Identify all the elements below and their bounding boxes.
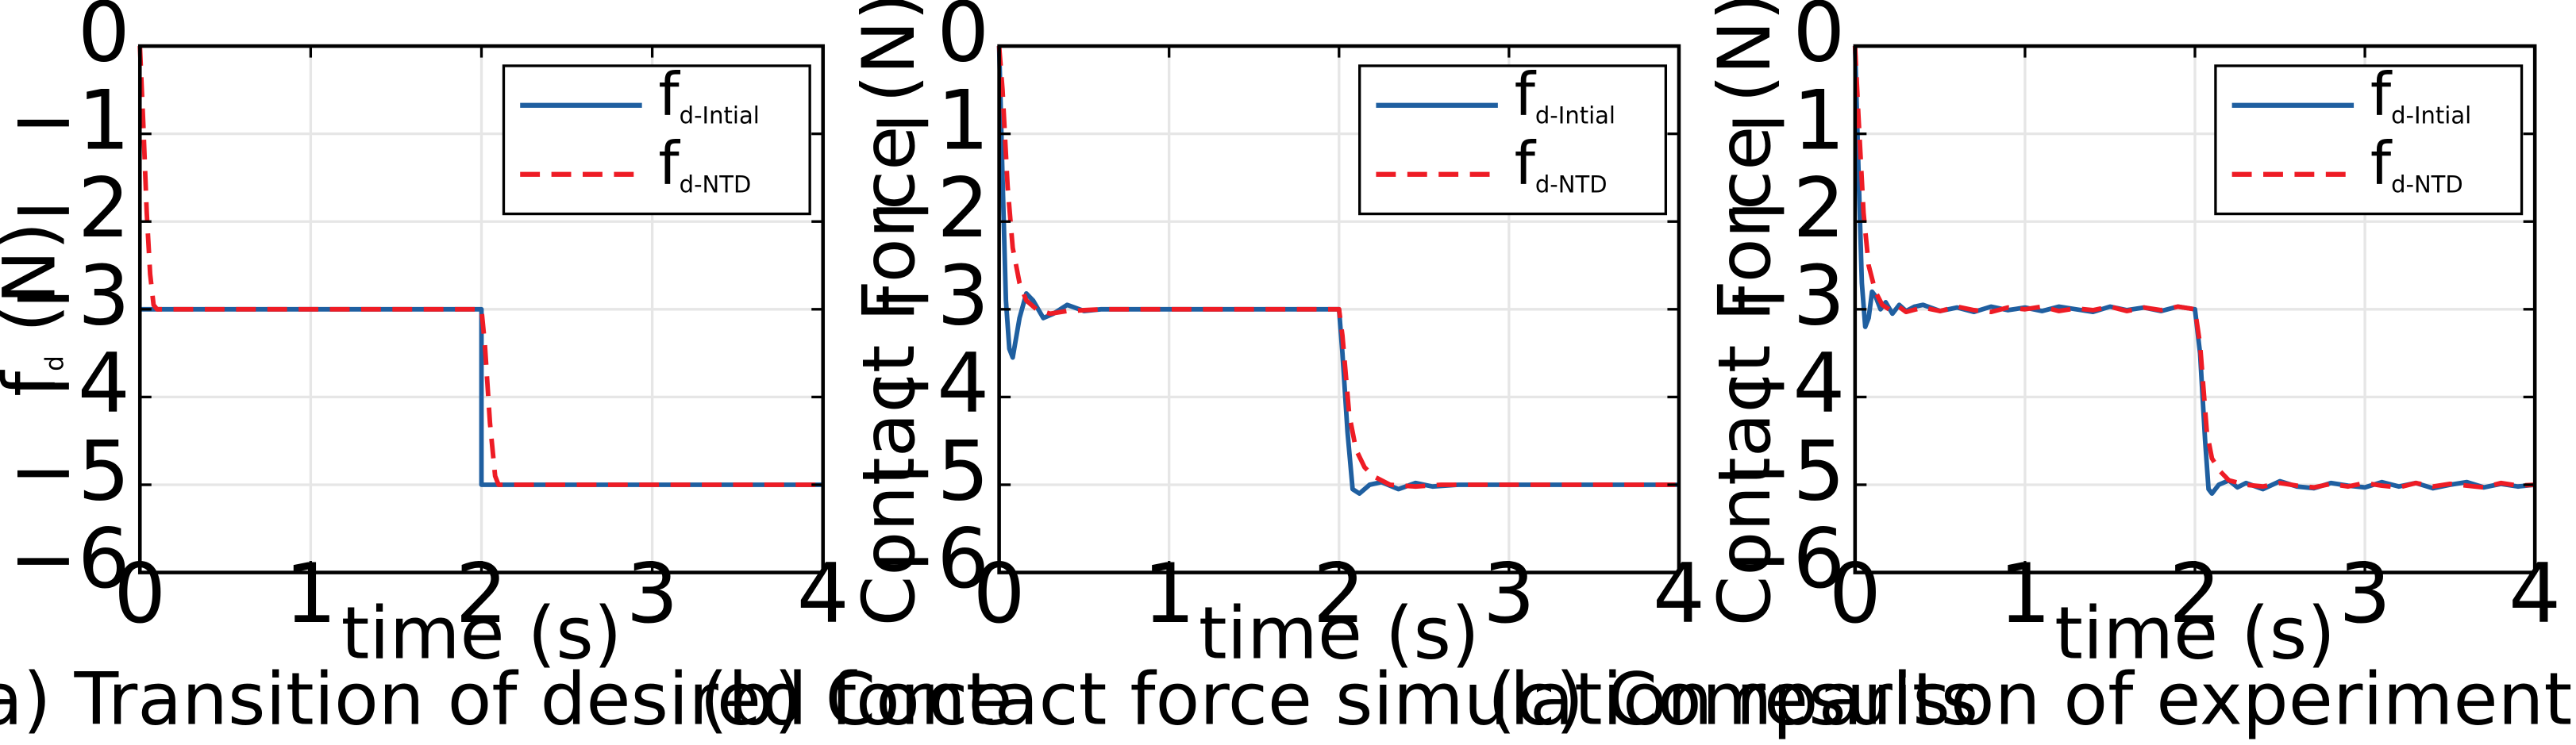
xtick-label: 4 bbox=[2509, 547, 2561, 642]
legend-label-d-ntd: fd-NTD bbox=[2370, 129, 2463, 198]
ytick-label: −4 bbox=[9, 336, 130, 432]
ytick-label: −5 bbox=[1724, 424, 1846, 520]
xtick-label: 1 bbox=[1143, 547, 1196, 642]
ytick-label: −2 bbox=[9, 161, 130, 256]
ytick-label: 0 bbox=[1792, 0, 1845, 81]
y-axis-label: Contact Force (N) bbox=[1702, 0, 1787, 626]
y-axis-label: Contact Force (N) bbox=[846, 0, 931, 626]
xtick-label: 0 bbox=[1829, 547, 1881, 642]
xtick-label: 4 bbox=[1653, 547, 1705, 642]
series-line-d-ntd bbox=[996, 45, 1679, 490]
ytick-label: −1 bbox=[868, 73, 989, 168]
xtick-label: 0 bbox=[973, 547, 1026, 642]
xtick-label: 3 bbox=[626, 547, 679, 642]
xtick-label: 2 bbox=[456, 547, 508, 642]
ytick-label: −2 bbox=[868, 161, 989, 256]
ytick-label: −3 bbox=[1724, 248, 1846, 344]
ytick-label: −3 bbox=[9, 248, 130, 344]
ytick-label: −4 bbox=[1724, 336, 1846, 432]
x-axis-label: time (s) bbox=[2054, 590, 2335, 675]
xtick-label: 2 bbox=[2169, 547, 2221, 642]
ytick-label: −5 bbox=[868, 424, 989, 520]
x-axis-label: time (s) bbox=[341, 590, 622, 675]
legend-label-d-intial: fd-Intial bbox=[658, 60, 759, 129]
chart-caption: (c) Comparison of experimental results bbox=[1488, 656, 2576, 741]
legend-label-d-ntd: fd-NTD bbox=[658, 129, 751, 198]
legend-box bbox=[2214, 64, 2524, 216]
xtick-label: 1 bbox=[284, 547, 337, 642]
legend-box bbox=[1358, 64, 1668, 216]
legend-label-d-intial: fd-Intial bbox=[1515, 60, 1615, 129]
legend-box bbox=[502, 64, 811, 216]
ytick-label: −6 bbox=[1724, 512, 1846, 607]
xtick-label: 3 bbox=[1483, 547, 1535, 642]
ytick-label: 0 bbox=[937, 0, 989, 81]
chart-caption: (b) Contact force simulation results bbox=[699, 656, 1978, 741]
ytick-label: −2 bbox=[1724, 161, 1846, 256]
ytick-label: 0 bbox=[78, 0, 130, 81]
ytick-label: −6 bbox=[9, 512, 130, 607]
xtick-label: 2 bbox=[1313, 547, 1365, 642]
series-line-d-ntd bbox=[1852, 45, 2536, 490]
ytick-label: −1 bbox=[9, 73, 130, 168]
ytick-label: −4 bbox=[868, 336, 989, 432]
xtick-label: 1 bbox=[1999, 547, 2051, 642]
series-line-d-ntd bbox=[137, 45, 823, 487]
xtick-label: 0 bbox=[114, 547, 166, 642]
xtick-label: 3 bbox=[2339, 547, 2391, 642]
xtick-label: 4 bbox=[797, 547, 849, 642]
y-axis-label: fd (N) bbox=[0, 222, 71, 397]
legend-label-d-intial: fd-Intial bbox=[2370, 60, 2471, 129]
x-axis-label: time (s) bbox=[1199, 590, 1480, 675]
ytick-label: −5 bbox=[9, 424, 130, 520]
ytick-label: −6 bbox=[868, 512, 989, 607]
ytick-label: −1 bbox=[1724, 73, 1846, 168]
chart-caption: (a) Transition of desired force bbox=[0, 656, 1013, 741]
legend-label-d-ntd: fd-NTD bbox=[1515, 129, 1608, 198]
ytick-label: −3 bbox=[868, 248, 989, 344]
